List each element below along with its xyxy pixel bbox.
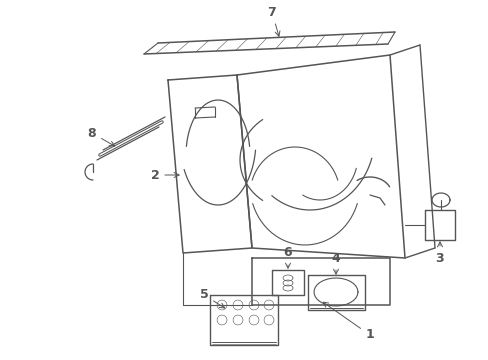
Text: 5: 5 bbox=[199, 288, 224, 308]
Text: 7: 7 bbox=[267, 5, 280, 36]
Text: 2: 2 bbox=[150, 168, 179, 181]
Text: 1: 1 bbox=[323, 302, 374, 342]
Text: 3: 3 bbox=[435, 242, 444, 265]
Text: 4: 4 bbox=[331, 252, 340, 274]
Text: 6: 6 bbox=[283, 247, 292, 268]
Text: 8: 8 bbox=[87, 126, 114, 146]
